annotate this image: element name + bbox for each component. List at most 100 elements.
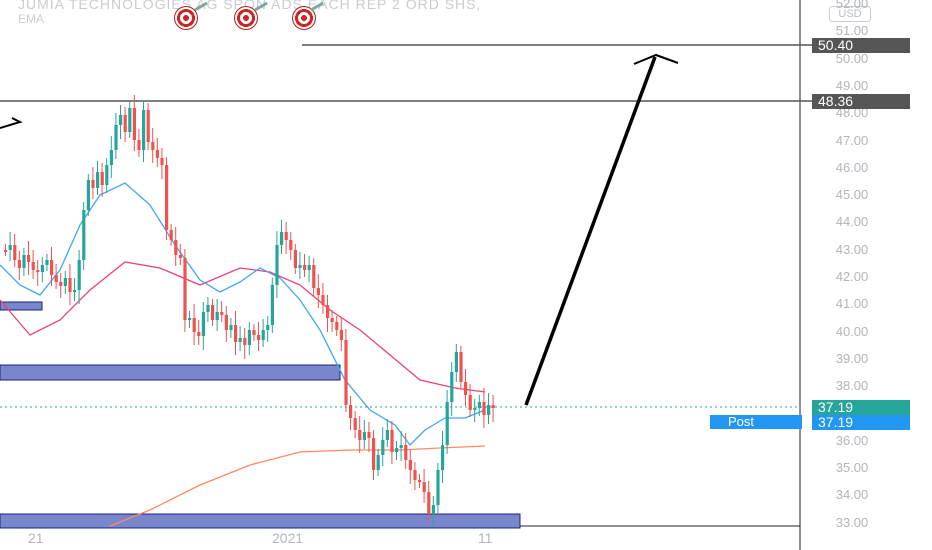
candle-body — [390, 430, 394, 452]
candle-body — [13, 245, 17, 260]
price-axis-label: 51.00 — [835, 23, 869, 39]
support-zone — [0, 364, 341, 381]
time-label: 2021 — [272, 530, 304, 546]
candle-body — [399, 445, 403, 448]
candle-body — [275, 245, 279, 285]
price-axis-label: 40.00 — [835, 323, 869, 339]
candle-body — [40, 265, 44, 272]
candle-body — [27, 255, 31, 262]
price-axis-label: 35.00 — [835, 460, 869, 476]
candle-body — [82, 210, 86, 260]
projection-arrow-line — [524, 56, 657, 406]
candle-body — [123, 115, 127, 132]
candle-body — [96, 172, 100, 188]
level-tag-mid: 48.36 — [812, 94, 910, 109]
candle-body — [201, 312, 205, 336]
candle-body — [312, 265, 316, 288]
price-axis-label: 47.00 — [835, 132, 869, 148]
price-axis-label: 44.00 — [835, 214, 869, 230]
candle-body — [169, 230, 173, 240]
candle-body — [8, 245, 12, 250]
candle-body — [224, 315, 228, 330]
support-zone — [0, 301, 43, 311]
price-axis-label: 38.00 — [835, 378, 869, 394]
post-price-value: 37.19 — [818, 414, 854, 430]
candle-body — [114, 125, 118, 150]
candle-body — [243, 338, 247, 345]
candle-body — [482, 402, 486, 415]
candle-body — [17, 260, 21, 268]
candle-body — [280, 232, 284, 245]
candle-body — [45, 260, 49, 265]
candle-body — [132, 108, 136, 140]
candle-body — [252, 330, 256, 335]
candle-body — [105, 165, 109, 185]
target-icon — [174, 6, 198, 30]
ema-slow-line — [0, 261, 486, 393]
level-tag-high: 50.40 — [812, 38, 910, 53]
candle-body — [284, 232, 288, 240]
candle-body — [54, 275, 58, 282]
candle-body — [77, 260, 81, 290]
currency-badge[interactable]: USD — [829, 6, 871, 22]
projection-arrow-head — [633, 53, 679, 65]
candle-body — [257, 335, 261, 340]
candle-body — [128, 108, 132, 132]
candle-body — [289, 240, 293, 250]
candle-body — [155, 150, 159, 158]
candle-body — [178, 255, 182, 258]
price-axis-label: 45.00 — [835, 187, 869, 203]
candle-body — [404, 445, 408, 460]
candle-body — [22, 255, 26, 268]
candle-body — [450, 372, 454, 402]
price-axis-label: 39.00 — [835, 350, 869, 366]
candle-body — [473, 408, 477, 410]
candle-body — [160, 158, 164, 165]
price-axis-label: 34.00 — [835, 487, 869, 503]
candle-body — [50, 260, 54, 275]
candle-body — [326, 305, 330, 318]
price-axis-label: 49.00 — [835, 77, 869, 93]
price-axis-label: 52.00 — [835, 0, 869, 11]
candle-body — [220, 312, 224, 315]
candle-body — [206, 305, 210, 312]
candle-body — [358, 430, 362, 440]
post-label-text: Post — [728, 414, 755, 429]
candle-body — [445, 402, 449, 445]
candle-body — [4, 250, 8, 252]
candle-body — [100, 172, 104, 185]
candle-body — [73, 290, 77, 292]
candle-body — [307, 265, 311, 270]
candle-body — [344, 340, 348, 405]
price-axis-label: 43.00 — [835, 241, 869, 257]
candle-body — [174, 240, 178, 255]
candle-body — [441, 445, 445, 470]
candle-body — [146, 110, 150, 142]
candle-body — [229, 325, 233, 330]
time-label: 11 — [478, 530, 493, 546]
candle-body — [335, 322, 339, 330]
indicator-label: EMA — [18, 12, 45, 26]
candle-body — [261, 330, 265, 340]
candle-body — [298, 265, 302, 268]
candle-body — [215, 312, 219, 320]
candle-body — [491, 405, 495, 408]
candle-body — [59, 282, 63, 286]
level-tag-high-value: 50.40 — [818, 37, 854, 53]
candle-body — [36, 270, 40, 272]
candle-body — [247, 330, 251, 345]
candle-body — [413, 470, 417, 480]
price-axis-label: 33.00 — [835, 514, 869, 530]
candle-body — [137, 140, 141, 150]
candle-body — [464, 382, 468, 395]
candle-body — [381, 440, 385, 455]
price-axis-label: 50.00 — [835, 50, 869, 66]
candle-body — [436, 470, 440, 505]
candle-body — [427, 492, 431, 514]
candle-body — [86, 180, 90, 210]
target-icon — [234, 6, 258, 30]
candle-body — [188, 318, 192, 320]
arrow-icon — [0, 117, 23, 129]
ema-long-line — [109, 445, 486, 527]
